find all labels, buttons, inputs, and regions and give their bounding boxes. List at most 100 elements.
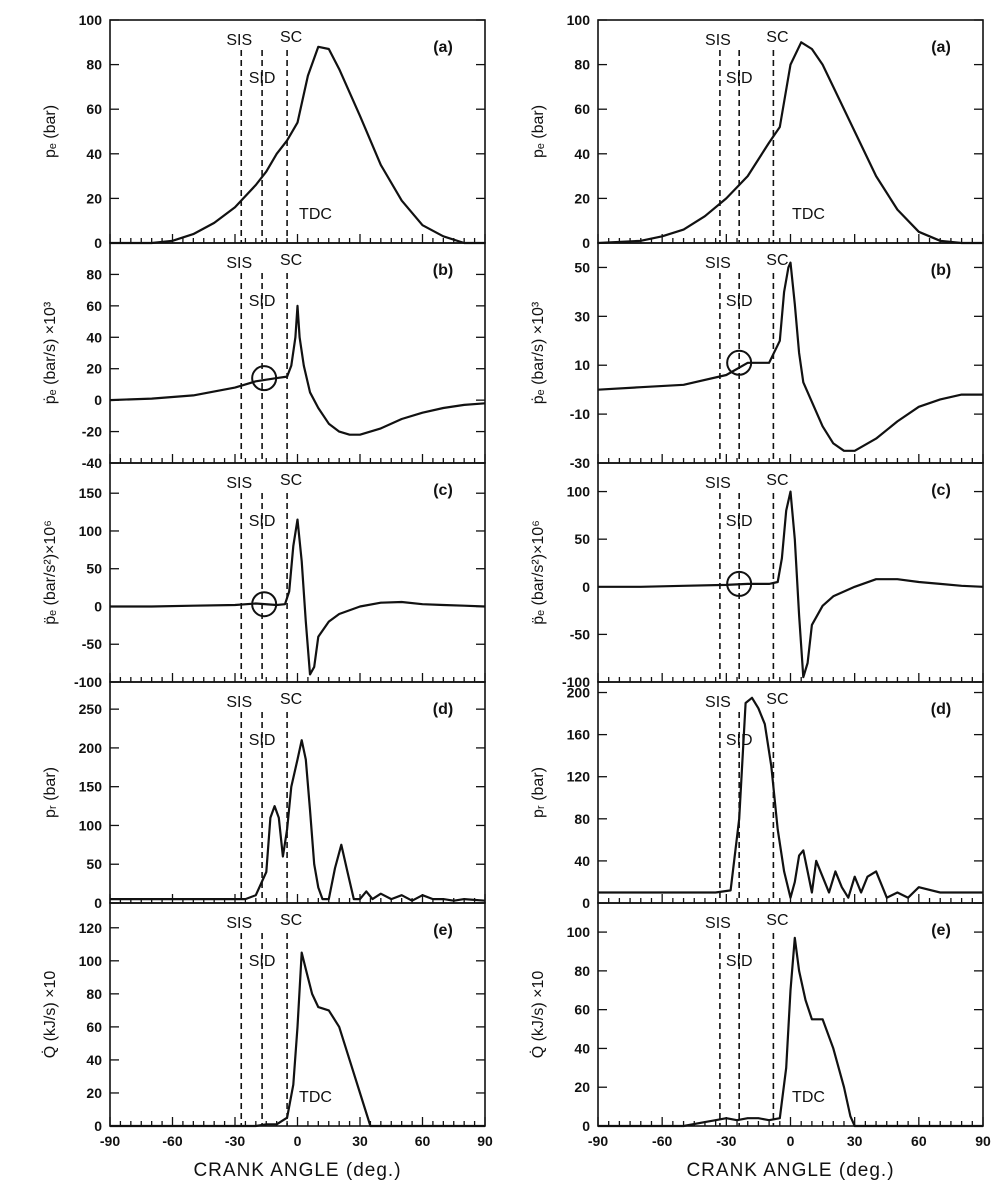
left-panel-c-y-tick-label: 50	[86, 561, 102, 577]
left-panel-a-y-tick-label: 100	[79, 12, 103, 28]
right-panel-e-x-axis-label: CRANK ANGLE (deg.)	[686, 1160, 894, 1181]
left-panel-a-label: (a)	[433, 39, 453, 56]
left-panel-c-frame	[109, 462, 486, 683]
right-panel-d-y-tick-label: 40	[574, 853, 590, 869]
right-panel-d-y-tick-label: 200	[567, 685, 591, 701]
left-panel-a-y-tick-label: 0	[94, 235, 102, 251]
left-panel-a-y-tick-label: 20	[86, 190, 102, 206]
left-panel-c-circle-marker	[251, 591, 278, 618]
left-panel-b-y-tick-label: 40	[86, 329, 102, 345]
left-panel-d-y-tick-label: 250	[79, 701, 103, 717]
left-panel-e-x-tick-label: -90	[100, 1133, 120, 1149]
right-panel-d-series-line	[598, 696, 983, 899]
right-panel-c-marker-label-sc: SC	[766, 472, 788, 489]
left-panel-d-label: (d)	[433, 701, 453, 718]
right-panel-a: 0 20 40 60 80 100 pₑ (bar) SIS SID SC TDC (a)	[530, 12, 984, 251]
left-panel-c-marker-label-sis: SIS	[226, 475, 252, 492]
right-panel-e: 0 20 40 60 80 100 Q̇ (kJ/s) ×10 SIS SID SC TDC (e) -…	[529, 902, 991, 1181]
left-panel-d-y-tick-label: 150	[79, 779, 103, 795]
left-panel-a-y-tick-label: 80	[86, 57, 102, 73]
left-panel-e-x-tick-label: -60	[162, 1133, 182, 1149]
right-panel-e-marker-label-sid: SID	[726, 953, 753, 970]
left-panel-b-y-tick-label: 0	[94, 392, 102, 408]
left-panel-e-y-tick-label: 0	[94, 1118, 102, 1134]
left-panel-c-y-tick-label: -100	[74, 674, 102, 690]
left-panel-d-frame	[109, 681, 486, 904]
right-panel-b-marker-label-sc: SC	[766, 252, 788, 269]
left-panel-d-y-tick-label: 50	[86, 856, 102, 872]
left-panel-e-y-tick-label: 20	[86, 1085, 102, 1101]
left-panel-c-y-tick-label: 100	[79, 523, 103, 539]
right-panel-a-y-tick-label: 0	[582, 235, 590, 251]
right-panel-b-circle-marker	[726, 349, 753, 376]
left-panel-d-y-tick-label: 0	[94, 895, 102, 911]
left-panel-c-y-tick-label: 0	[94, 598, 102, 614]
right-panel-b-y-tick-label: 10	[574, 357, 590, 373]
right-panel-c-y-tick-label: 50	[574, 531, 590, 547]
right-panel-c-series-line	[598, 490, 984, 679]
right-panel-d-marker-label-sis: SIS	[705, 694, 731, 711]
right-panel-e-y-tick-label: 40	[574, 1040, 590, 1056]
right-panel-a-y-tick-label: 80	[574, 57, 590, 73]
right-panel-e-frame	[597, 902, 984, 1127]
right-panel-d-frame	[597, 681, 984, 904]
left-panel-b-y-tick-label: 20	[86, 361, 102, 377]
left-panel-b-series-line	[109, 304, 486, 436]
right-panel-b-y-tick-label: -30	[570, 455, 590, 471]
right-panel-c-y-tick-label: -100	[562, 674, 590, 690]
left-panel-e-x-tick-label: 90	[477, 1133, 493, 1149]
right-panel-a-y-tick-label: 20	[574, 190, 590, 206]
right-panel-e-y-tick-label: 0	[582, 1118, 590, 1134]
left-panel-a-series-line	[110, 45, 485, 245]
left-panel-b-circle-marker	[251, 365, 278, 392]
left-panel-a-y-tick-label: 40	[86, 146, 102, 162]
left-panel-a-marker-label-sc: SC	[280, 29, 302, 46]
left-panel-e-marker-label-sid: SID	[249, 953, 276, 970]
left-panel-b-y-tick-label: 60	[86, 298, 102, 314]
left-panel-d-y-tick-label: 100	[79, 817, 103, 833]
left-panel-e-y-tick-label: 60	[86, 1019, 102, 1035]
right-panel-b-series-line	[597, 261, 983, 452]
right-panel-b-y-tick-label: 30	[574, 308, 590, 324]
right-panel-e-marker-label-sc: SC	[766, 912, 788, 929]
left-panel-d-y-tick-label: 200	[79, 740, 103, 756]
left-panel-a-marker-label-sid: SID	[249, 70, 276, 87]
left-panel-c-series-line	[110, 518, 486, 676]
right-panel-b-marker-label-sid: SID	[726, 293, 753, 310]
left-panel-e-marker-label-sis: SIS	[226, 915, 252, 932]
right-panel-c-y-tick-label: 0	[582, 579, 590, 595]
left-panel-b-y-axis-label: ṗₑ (bar/s) ×10³	[42, 301, 59, 404]
left-panel-d: 0 50 100 150 200 250 pᵣ (bar) SIS SID SC (d)	[42, 681, 486, 911]
right-panel-e-marker-label-sis: SIS	[705, 915, 731, 932]
right-panel-c-circle-marker	[726, 570, 753, 597]
right-panel-a-frame	[597, 19, 984, 244]
right-panel-e-x-tick-label: 90	[975, 1133, 991, 1149]
left-panel-c-label: (c)	[433, 482, 453, 499]
right-panel-e-label: (e)	[931, 922, 951, 939]
right-panel-a-marker-label-sis: SIS	[705, 32, 731, 49]
left-panel-e-y-axis-label: Q̇ (kJ/s) ×10	[41, 971, 59, 1059]
right-panel-e-x-tick-label: -30	[716, 1133, 736, 1149]
left-panel-b-marker-label-sid: SID	[249, 293, 276, 310]
left-panel-c-marker-label-sid: SID	[249, 513, 276, 530]
left-panel-d-marker-label-sc: SC	[280, 691, 302, 708]
right-panel-c-y-tick-label: -50	[570, 626, 590, 642]
right-panel-b-label: (b)	[931, 262, 951, 279]
left-panel-b-y-tick-label: -40	[82, 455, 102, 471]
right-panel-b-marker-label-sis: SIS	[705, 255, 731, 272]
left-panel-b-label: (b)	[433, 262, 453, 279]
left-panel-c-y-tick-label: -50	[82, 636, 102, 652]
left-panel-b-y-tick-label: 80	[86, 266, 102, 282]
right-panel-b-frame	[597, 242, 984, 464]
right-panel-a-y-axis-label: pₑ (bar)	[530, 105, 547, 158]
left-panel-e: 0 20 40 60 80 100 120 Q̇ (kJ/s) ×10 SIS SID SC TDC (…	[41, 902, 493, 1181]
right-panel-e-series-line	[598, 936, 983, 1128]
right-panel-e-x-tick-label: 0	[787, 1133, 795, 1149]
right-panel-a-series-line	[597, 41, 983, 245]
right-panel-c-y-tick-label: 100	[567, 484, 591, 500]
left-panel-b: -40 -20 0 20 40 60 80 ṗₑ (bar/s) ×10³ SIS SID SC (b…	[42, 242, 486, 471]
right-panel-e-y-tick-label: 60	[574, 1002, 590, 1018]
right-panel-c-marker-label-sis: SIS	[705, 475, 731, 492]
right-panel-a-label: (a)	[931, 39, 951, 56]
right-panel-e-marker-label-tdc: TDC	[792, 1089, 825, 1106]
